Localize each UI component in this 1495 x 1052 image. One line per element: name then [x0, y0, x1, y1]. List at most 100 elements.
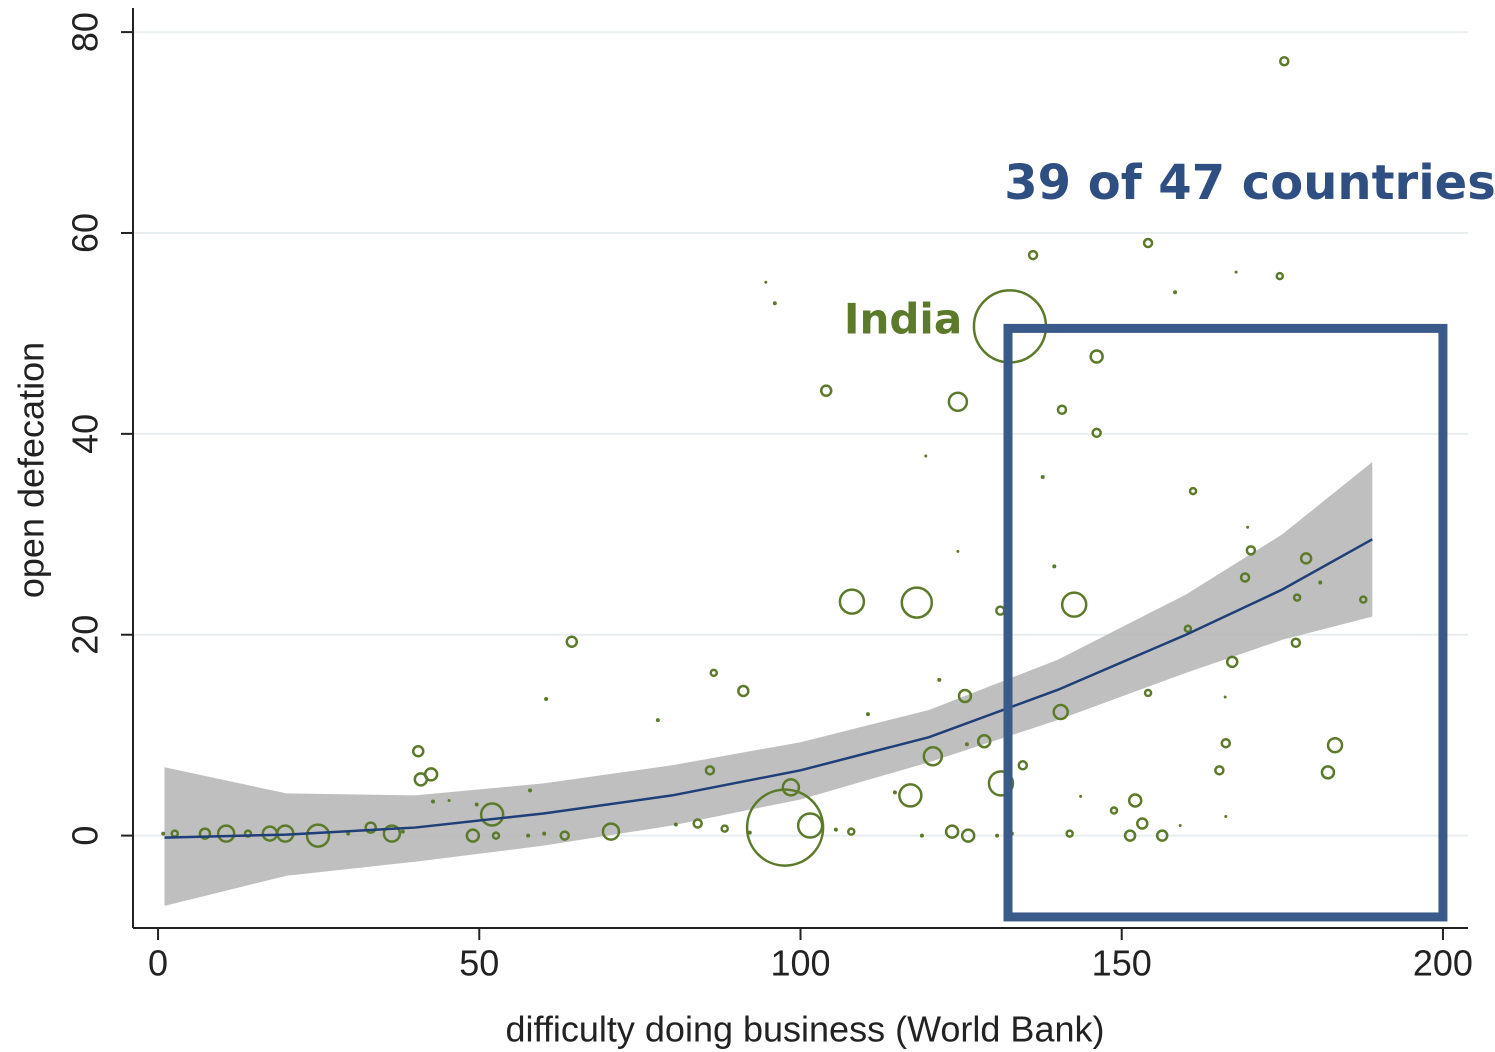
bubble: [1223, 695, 1227, 699]
bubble: [491, 831, 501, 840]
bubble: [1155, 829, 1169, 842]
bubble: [892, 790, 897, 795]
bubble: [400, 829, 405, 834]
bubble: [995, 605, 1006, 616]
bubble: [1234, 270, 1238, 274]
bubble: [526, 833, 531, 838]
bubble: [924, 454, 928, 458]
bubble: [720, 824, 729, 833]
bubble: [1178, 824, 1182, 828]
bubble: [1109, 806, 1119, 815]
bubble: [960, 828, 976, 843]
bubble: [737, 684, 750, 698]
bubble: [413, 772, 429, 787]
bubble: [1318, 580, 1323, 585]
bubble: [1017, 760, 1029, 771]
bubble: [601, 822, 621, 841]
bubble: [796, 812, 824, 839]
bubble: [161, 831, 166, 836]
bubble: [919, 833, 924, 838]
bubble: [833, 827, 838, 832]
bubble: [944, 824, 960, 839]
bubble: [976, 733, 992, 749]
bubble: [1143, 688, 1153, 698]
bubble: [1246, 525, 1250, 529]
bubble: [1052, 564, 1057, 569]
bubble: [1052, 703, 1069, 721]
bubble: [692, 818, 703, 829]
bubble: [704, 765, 716, 776]
x-tick-label: 0: [148, 943, 168, 984]
bubble: [1320, 765, 1336, 780]
bubble: [346, 831, 351, 836]
bubble: [1214, 765, 1225, 776]
x-tick-label: 150: [1092, 943, 1152, 984]
bubble: [1245, 545, 1257, 556]
fit-line: [164, 538, 1373, 839]
bubble: [1279, 55, 1290, 67]
bubble: [956, 549, 960, 553]
x-tick-label: 200: [1413, 943, 1473, 984]
bubble: [1220, 737, 1232, 749]
bubble: [1091, 427, 1102, 439]
bubble: [465, 828, 481, 843]
bubble: [1027, 249, 1039, 261]
bubble: [1290, 637, 1302, 649]
bubble: [1079, 794, 1083, 798]
bubble: [411, 744, 425, 758]
bubble: [781, 778, 801, 797]
bubble: [747, 830, 752, 835]
x-axis-title: difficulty doing business (World Bank): [506, 1009, 1105, 1050]
bubble: [1292, 593, 1302, 602]
bubble: [1183, 624, 1193, 633]
y-tick-label: 40: [65, 414, 106, 454]
highlight-box: [1003, 323, 1448, 922]
bubble: [764, 280, 768, 284]
bubble: [447, 798, 451, 802]
bubble: [1188, 486, 1198, 496]
bubble: [1239, 572, 1251, 583]
bubble: [937, 677, 942, 682]
bubble: [479, 802, 505, 827]
bubble: [1326, 736, 1344, 754]
annotation: India: [844, 295, 962, 344]
bubble: [987, 770, 1015, 797]
bubble: [1127, 793, 1143, 808]
bubble: [565, 635, 579, 649]
bubble: [216, 824, 236, 843]
bubble: [964, 742, 969, 747]
bubble: [198, 827, 212, 840]
bubble: [1089, 349, 1104, 364]
bubble: [1359, 595, 1368, 604]
bubble: [709, 668, 719, 678]
bubble: [1224, 815, 1228, 819]
confidence-band: [164, 461, 1373, 906]
bubble: [305, 823, 331, 848]
bubble: [655, 718, 660, 723]
y-tick-label: 20: [65, 615, 106, 655]
bubble: [542, 831, 547, 836]
bubble: [819, 384, 833, 397]
bubble: [1065, 829, 1074, 838]
x-tick-label: 100: [770, 943, 830, 984]
bubble: [838, 588, 866, 615]
bubble: [364, 821, 377, 834]
bubble: [1136, 817, 1149, 830]
bubble: [865, 712, 870, 717]
bubble: [382, 824, 402, 843]
bubble: [1040, 475, 1045, 480]
bubble: [922, 746, 944, 767]
bubble: [898, 783, 923, 808]
bubble: [1056, 404, 1068, 415]
bubble: [1123, 829, 1137, 842]
bubble: [1060, 591, 1088, 618]
bubble: [772, 301, 777, 306]
y-tick-label: 0: [65, 826, 106, 846]
bubble: [995, 833, 1000, 838]
y-tick-label: 60: [65, 213, 106, 253]
bubble: [1225, 655, 1239, 669]
x-tick-label: 50: [459, 943, 499, 984]
bubble: [544, 697, 549, 702]
bubble: [431, 799, 436, 804]
